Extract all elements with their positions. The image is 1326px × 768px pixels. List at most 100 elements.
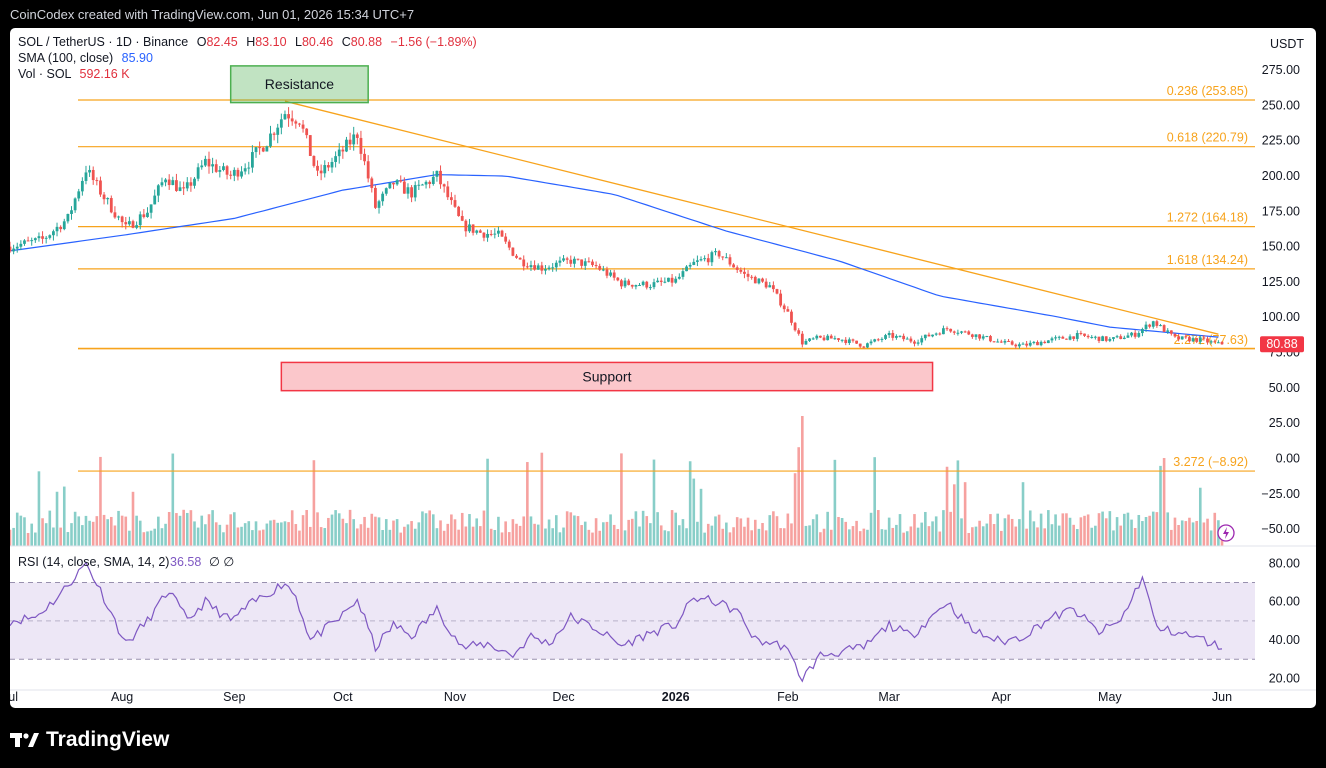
tradingview-logo[interactable]: TradingView bbox=[10, 728, 169, 752]
tradingview-logo-icon bbox=[10, 733, 39, 747]
candle-body bbox=[732, 264, 735, 268]
candle-body bbox=[326, 165, 330, 168]
candle-body bbox=[124, 222, 128, 225]
legend-change: −1.56 (−1.89%) bbox=[390, 35, 477, 49]
volume-bar bbox=[345, 523, 348, 546]
volume-bar bbox=[938, 531, 942, 546]
candle-body bbox=[156, 185, 160, 196]
legend-symbol[interactable]: SOL / TetherUS · 1D · Binance bbox=[18, 35, 189, 49]
volume-bar bbox=[308, 526, 312, 546]
volume-bar bbox=[243, 523, 247, 546]
candle-body bbox=[1130, 332, 1133, 336]
volume-bar bbox=[37, 471, 41, 546]
candle-body bbox=[308, 135, 312, 156]
volume-bar bbox=[1050, 524, 1054, 546]
volume-bar bbox=[1090, 527, 1094, 546]
candle-body bbox=[1169, 330, 1173, 334]
candle-body bbox=[1151, 321, 1155, 327]
rsi-legend-extra: ∅ ∅ bbox=[209, 555, 234, 569]
sma-100-line[interactable] bbox=[10, 173, 1219, 338]
volume-bar bbox=[363, 516, 366, 546]
time-tick-label: Aug bbox=[111, 690, 133, 704]
volume-bar bbox=[739, 518, 743, 546]
candle-body bbox=[323, 165, 327, 174]
candle-body bbox=[95, 180, 99, 182]
legend-sma-row[interactable]: SMA (100, close) 85.90 bbox=[18, 50, 477, 66]
volume-bar bbox=[1079, 517, 1083, 546]
candle-body bbox=[869, 341, 873, 344]
volume-bar bbox=[540, 452, 544, 546]
candle-body bbox=[746, 273, 750, 277]
candle-body bbox=[1108, 338, 1112, 341]
chart-canvas[interactable]: 0.236 (253.85) 0.618 (220.79) 1.272 (164.1… bbox=[10, 28, 1316, 708]
volume-bar bbox=[44, 523, 48, 546]
volume-bar bbox=[819, 532, 822, 546]
fib-level-label: 1.272 (164.18) bbox=[1167, 211, 1248, 225]
volume-bar bbox=[920, 522, 924, 546]
volume-bar bbox=[594, 518, 598, 546]
volume-bar bbox=[1054, 514, 1057, 546]
candle-body bbox=[464, 220, 468, 232]
volume-bar bbox=[735, 517, 739, 546]
volume-bar bbox=[942, 510, 945, 546]
rsi-legend[interactable]: RSI (14, close, SMA, 14, 2) 36.58 ∅ ∅ bbox=[18, 555, 234, 569]
candle-body bbox=[395, 180, 399, 185]
candle-body bbox=[298, 123, 301, 125]
candle-body bbox=[106, 198, 110, 200]
resistance-zone[interactable]: Resistance bbox=[229, 65, 369, 104]
volume-bar bbox=[515, 523, 518, 546]
candle-body bbox=[775, 289, 779, 294]
volume-bar bbox=[670, 510, 674, 546]
candle-body bbox=[355, 134, 359, 138]
volume-bar bbox=[406, 524, 410, 546]
support-zone[interactable]: Support bbox=[280, 361, 934, 392]
volume-bar bbox=[547, 519, 551, 546]
candle-body bbox=[406, 187, 410, 194]
chart-panel[interactable]: 0.236 (253.85) 0.618 (220.79) 1.272 (164.1… bbox=[10, 28, 1316, 708]
volume-bar bbox=[1003, 518, 1007, 546]
volume-bar bbox=[1159, 465, 1162, 546]
volume-bar bbox=[1007, 514, 1010, 546]
candle-body bbox=[804, 340, 808, 345]
volume-bar bbox=[381, 530, 384, 546]
candle-body bbox=[656, 280, 660, 283]
volume-bar bbox=[475, 518, 479, 546]
volume-bar bbox=[681, 519, 685, 546]
volume-bar bbox=[1133, 527, 1137, 546]
tradingview-brand: TradingView bbox=[46, 728, 170, 751]
last-price-tag[interactable]: 80.88 bbox=[1260, 336, 1304, 353]
volume-bar bbox=[157, 516, 160, 546]
volume-bar bbox=[714, 516, 717, 546]
volume-bar bbox=[287, 522, 290, 546]
volume-bar bbox=[1162, 458, 1166, 546]
rsi-line[interactable] bbox=[10, 561, 1223, 683]
volume-bar bbox=[370, 513, 374, 546]
time-tick-label: Oct bbox=[333, 690, 353, 704]
volume-bar bbox=[489, 528, 493, 546]
candle-body bbox=[330, 161, 334, 168]
candle-body bbox=[203, 158, 207, 166]
volume-bar bbox=[1036, 527, 1039, 546]
candle-body bbox=[587, 261, 591, 263]
volume-bar bbox=[565, 511, 569, 546]
volume-bar bbox=[48, 510, 52, 546]
volume-bar bbox=[185, 512, 189, 546]
volume-bar bbox=[10, 529, 12, 546]
candle-body bbox=[544, 269, 547, 271]
candle-body bbox=[449, 197, 453, 201]
descending-trendline[interactable] bbox=[284, 100, 1219, 335]
time-tick-label: May bbox=[1098, 690, 1122, 704]
candle-body bbox=[37, 236, 41, 239]
volume-bar bbox=[399, 532, 403, 546]
volume-bar bbox=[153, 528, 157, 546]
volume-bar bbox=[1119, 525, 1122, 546]
legend-vol-row[interactable]: Vol · SOL 592.16 K bbox=[18, 66, 477, 82]
volume-bar bbox=[272, 519, 276, 546]
candle-body bbox=[724, 257, 728, 259]
candle-body bbox=[540, 265, 544, 271]
volume-bar bbox=[876, 510, 880, 546]
lightning-icon[interactable] bbox=[1217, 524, 1235, 542]
candle-body bbox=[113, 212, 117, 218]
price-tick-label: 125.00 bbox=[1262, 275, 1300, 289]
candle-body bbox=[609, 272, 612, 276]
